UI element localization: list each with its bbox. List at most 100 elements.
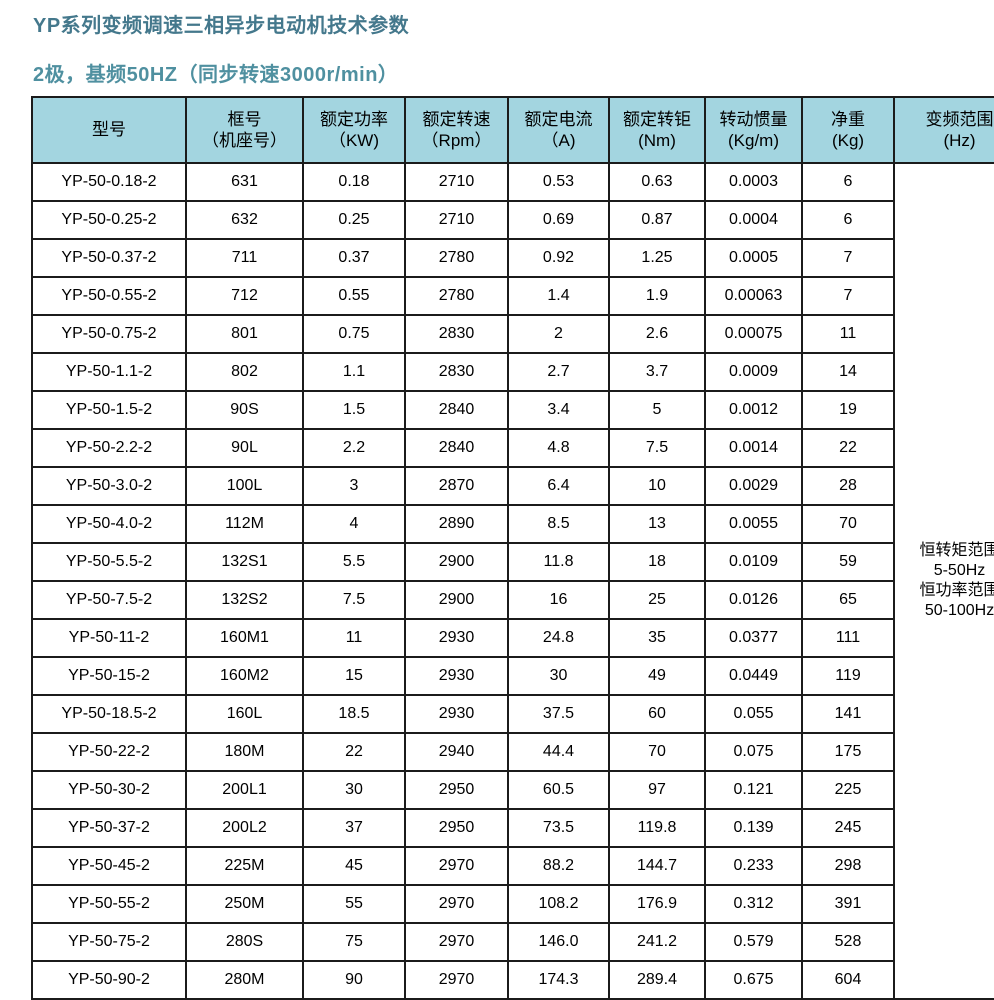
cell-rated-torque: 18 <box>608 542 706 582</box>
column-header-model: 型号 <box>31 96 187 164</box>
cell-model: YP-50-0.25-2 <box>31 200 187 240</box>
cell-net-weight: 6 <box>801 162 895 202</box>
cell-frame: 802 <box>185 352 304 392</box>
page-title: YP系列变频调速三相异步电动机技术参数 <box>33 15 410 37</box>
cell-model: YP-50-37-2 <box>31 808 187 848</box>
cell-rated-speed: 2930 <box>404 618 509 658</box>
cell-inertia: 0.312 <box>704 884 803 924</box>
cell-frame: 180M <box>185 732 304 772</box>
cell-net-weight: 141 <box>801 694 895 734</box>
cell-model: YP-50-11-2 <box>31 618 187 658</box>
cell-model: YP-50-75-2 <box>31 922 187 962</box>
cell-rated-power: 18.5 <box>302 694 406 734</box>
cell-net-weight: 14 <box>801 352 895 392</box>
cell-rated-current: 73.5 <box>507 808 610 848</box>
table-header: 型号 框号 （机座号） 额定功率 （KW) 额定转速 （Rpm） <box>31 96 994 164</box>
header-line-2: （Rpm） <box>421 131 492 150</box>
cell-rated-torque: 0.63 <box>608 162 706 202</box>
header-line-1: 额定转速 <box>422 109 491 129</box>
column-header-rated-power: 额定功率 （KW) <box>302 96 406 164</box>
cell-frame: 280S <box>185 922 304 962</box>
cell-rated-current: 30 <box>507 656 610 696</box>
cell-rated-current: 16 <box>507 580 610 620</box>
cell-frame: 112M <box>185 504 304 544</box>
cell-net-weight: 19 <box>801 390 895 430</box>
cell-net-weight: 7 <box>801 276 895 316</box>
cell-inertia: 0.0109 <box>704 542 803 582</box>
cell-net-weight: 528 <box>801 922 895 962</box>
cell-rated-power: 45 <box>302 846 406 886</box>
cell-frame: 200L1 <box>185 770 304 810</box>
cell-rated-torque: 97 <box>608 770 706 810</box>
cell-rated-speed: 2780 <box>404 276 509 316</box>
cell-net-weight: 59 <box>801 542 895 582</box>
header-line-1: 型号 <box>92 120 126 140</box>
cell-inertia: 0.139 <box>704 808 803 848</box>
cell-rated-current: 1.4 <box>507 276 610 316</box>
cell-rated-current: 3.4 <box>507 390 610 430</box>
cell-net-weight: 11 <box>801 314 895 354</box>
cell-model: YP-50-0.18-2 <box>31 162 187 202</box>
cell-rated-power: 0.37 <box>302 238 406 278</box>
cell-rated-torque: 2.6 <box>608 314 706 354</box>
cell-net-weight: 245 <box>801 808 895 848</box>
column-header-inertia: 转动惯量 (Kg/m) <box>704 96 803 164</box>
cell-frame: 711 <box>185 238 304 278</box>
table-row: YP-50-1.1-2 802 1.1 2830 2.7 3.7 0.0009 14 <box>31 352 994 392</box>
cell-rated-power: 0.18 <box>302 162 406 202</box>
cell-model: YP-50-0.75-2 <box>31 314 187 354</box>
cell-rated-speed: 2900 <box>404 580 509 620</box>
cell-rated-torque: 119.8 <box>608 808 706 848</box>
cell-rated-torque: 1.9 <box>608 276 706 316</box>
cell-model: YP-50-1.5-2 <box>31 390 187 430</box>
cell-rated-power: 5.5 <box>302 542 406 582</box>
cell-model: YP-50-18.5-2 <box>31 694 187 734</box>
cell-rated-power: 11 <box>302 618 406 658</box>
cell-rated-current: 146.0 <box>507 922 610 962</box>
cell-rated-current: 0.69 <box>507 200 610 240</box>
cell-frame: 250M <box>185 884 304 924</box>
cell-model: YP-50-3.0-2 <box>31 466 187 506</box>
table-row: YP-50-30-2 200L1 30 2950 60.5 97 0.121 225 <box>31 770 994 810</box>
motor-spec-table: 型号 框号 （机座号） 额定功率 （KW) 额定转速 （Rpm） <box>31 96 994 1000</box>
cell-model: YP-50-5.5-2 <box>31 542 187 582</box>
cell-inertia: 0.00075 <box>704 314 803 354</box>
cell-rated-torque: 25 <box>608 580 706 620</box>
cell-inertia: 0.0009 <box>704 352 803 392</box>
cell-rated-power: 0.25 <box>302 200 406 240</box>
table-row: YP-50-90-2 280M 90 2970 174.3 289.4 0.675 604 <box>31 960 994 1000</box>
cell-inertia: 0.075 <box>704 732 803 772</box>
cell-net-weight: 70 <box>801 504 895 544</box>
cell-model: YP-50-30-2 <box>31 770 187 810</box>
cell-rated-speed: 2830 <box>404 352 509 392</box>
cell-rated-torque: 176.9 <box>608 884 706 924</box>
cell-rated-speed: 2930 <box>404 656 509 696</box>
cell-frame: 132S2 <box>185 580 304 620</box>
cell-frequency-range: 恒转矩范围 5-50Hz 恒功率范围 50-100Hz <box>893 162 994 1000</box>
header-line-2: (Hz) <box>943 131 976 150</box>
cell-rated-speed: 2930 <box>404 694 509 734</box>
cell-rated-current: 108.2 <box>507 884 610 924</box>
column-header-net-weight: 净重 (Kg) <box>801 96 895 164</box>
table-row: YP-50-1.5-2 90S 1.5 2840 3.4 5 0.0012 19 <box>31 390 994 430</box>
cell-rated-current: 88.2 <box>507 846 610 886</box>
cell-rated-torque: 49 <box>608 656 706 696</box>
cell-rated-speed: 2900 <box>404 542 509 582</box>
cell-frame: 100L <box>185 466 304 506</box>
table-row: YP-50-7.5-2 132S2 7.5 2900 16 25 0.0126 65 <box>31 580 994 620</box>
cell-rated-current: 37.5 <box>507 694 610 734</box>
cell-frame: 200L2 <box>185 808 304 848</box>
cell-frame: 280M <box>185 960 304 1000</box>
table-row: YP-50-75-2 280S 75 2970 146.0 241.2 0.579 528 <box>31 922 994 962</box>
header-line-1: 额定电流 <box>524 109 593 129</box>
cell-model: YP-50-0.37-2 <box>31 238 187 278</box>
page-subtitle: 2极，基频50HZ（同步转速3000r/min） <box>33 64 399 86</box>
cell-frame: 90L <box>185 428 304 468</box>
cell-model: YP-50-15-2 <box>31 656 187 696</box>
frequency-range-line-3: 恒功率范围 <box>919 582 994 599</box>
cell-rated-current: 60.5 <box>507 770 610 810</box>
cell-rated-torque: 5 <box>608 390 706 430</box>
cell-rated-speed: 2950 <box>404 770 509 810</box>
cell-net-weight: 225 <box>801 770 895 810</box>
table-body: YP-50-0.18-2 631 0.18 2710 0.53 0.63 0.0003 6 恒转… <box>31 162 994 1000</box>
